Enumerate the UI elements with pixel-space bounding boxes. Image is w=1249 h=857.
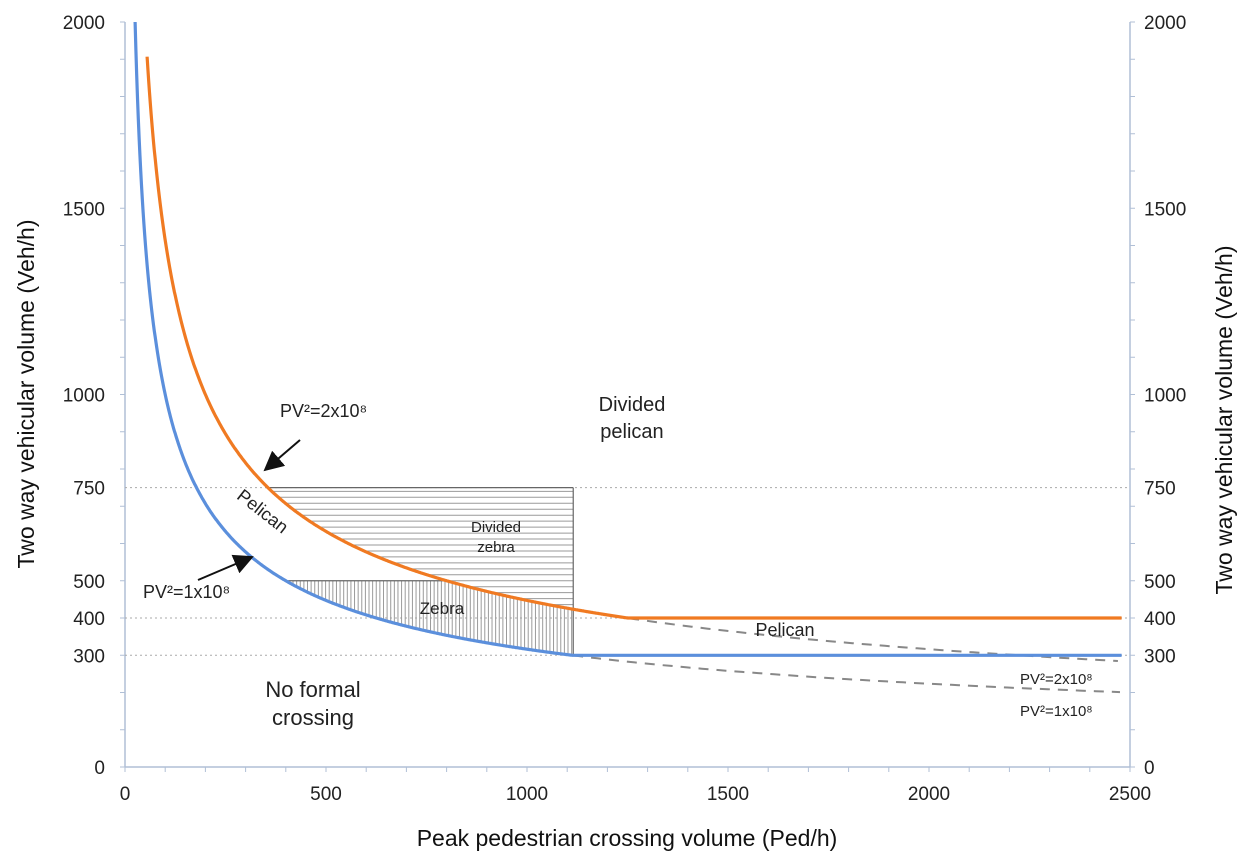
- y-tick-label-right: 0: [1144, 758, 1155, 779]
- label-no-formal-line1: No formal: [265, 677, 360, 702]
- y-axis-title-left: Two way vehicular volume (Veh/h): [13, 220, 39, 569]
- label-divided-zebra-line2: zebra: [477, 539, 515, 556]
- y-tick-label-left: 300: [73, 646, 105, 667]
- label-divided-zebra-line1: Divided: [471, 519, 521, 536]
- y-tick-label-right: 300: [1144, 646, 1176, 667]
- dashed-extension-line: [573, 654, 1121, 694]
- label-divided-pelican-line1: Divided: [599, 394, 666, 416]
- annotation-pv2-1e8-right: PV²=1x10⁸: [1020, 703, 1093, 720]
- y-tick-label-left: 0: [94, 758, 105, 779]
- x-tick-label: 0: [120, 784, 131, 805]
- y-tick-label-left: 500: [73, 572, 105, 593]
- y-tick-label-right: 750: [1144, 479, 1176, 500]
- annotation-arrow-2e8: [263, 439, 301, 472]
- hatched-regions: [265, 487, 574, 656]
- series-line-pv2_2e8: [145, 56, 1123, 620]
- x-tick-label: 2500: [1109, 784, 1151, 805]
- label-pelican-diagonal: Pelican: [233, 485, 292, 537]
- dashed-extensions: [573, 614, 1121, 694]
- minor-ticks: [120, 21, 1135, 772]
- x-axis-title: Peak pedestrian crossing volume (Ped/h): [417, 825, 838, 851]
- series-lines: [133, 21, 1123, 657]
- y-tick-label-right: 1000: [1144, 386, 1186, 407]
- x-tick-label: 1000: [506, 784, 548, 805]
- label-divided-pelican-line2: pelican: [600, 421, 663, 443]
- y-tick-label-right: 1500: [1144, 199, 1186, 220]
- y-tick-label-left: 750: [73, 479, 105, 500]
- x-tick-label: 500: [310, 784, 342, 805]
- x-tick-label: 1500: [707, 784, 749, 805]
- annotation-arrow-1e8: [197, 554, 254, 581]
- y-axis-title-right: Two way vehicular volume (Veh/h): [1211, 246, 1237, 595]
- y-tick-label-left: 1500: [63, 199, 105, 220]
- y-tick-label-right: 2000: [1144, 13, 1186, 34]
- y-tick-label-right: 400: [1144, 609, 1176, 630]
- series-line-pv2_1e8: [133, 21, 1123, 657]
- x-tick-label: 2000: [908, 784, 950, 805]
- label-zebra: Zebra: [420, 599, 465, 618]
- annotation-pv2-2e8: PV²=2x10⁸: [280, 401, 367, 421]
- annotation-pv2-2e8-right: PV²=2x10⁸: [1020, 671, 1093, 688]
- label-pelican-right: Pelican: [755, 620, 814, 640]
- annotation-pv2-1e8: PV²=1x10⁸: [143, 582, 230, 602]
- dashed-extension-line: [611, 614, 1118, 662]
- label-no-formal-line2: crossing: [272, 705, 354, 730]
- y-tick-label-left: 1000: [63, 386, 105, 407]
- y-tick-label-left: 400: [73, 609, 105, 630]
- y-tick-label-right: 500: [1144, 572, 1176, 593]
- y-tick-label-left: 2000: [63, 13, 105, 34]
